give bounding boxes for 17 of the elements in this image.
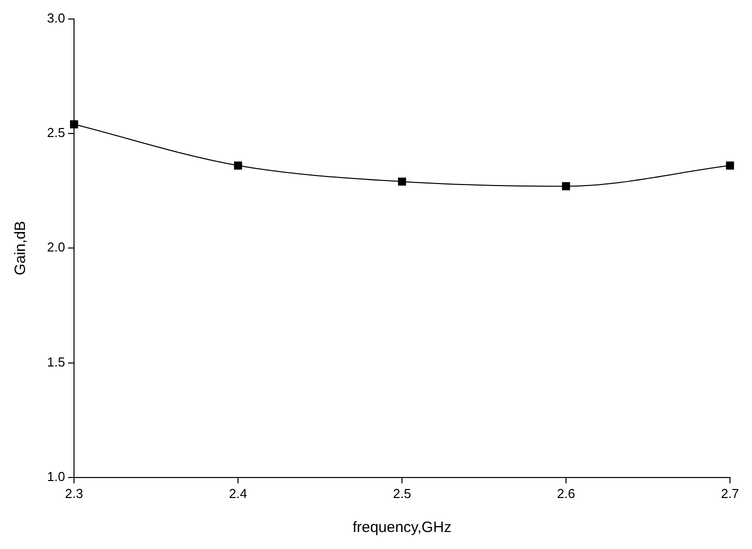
x-tick-label: 2.6 xyxy=(556,486,576,501)
x-tick-label: 2.5 xyxy=(392,486,412,501)
point xyxy=(70,120,78,128)
x-tick-label: 2.4 xyxy=(229,486,248,501)
point xyxy=(234,162,242,170)
point xyxy=(398,178,406,186)
y-tick-label: 2.0 xyxy=(46,240,66,255)
point xyxy=(726,162,734,170)
x-axis-title: frequency,GHz xyxy=(352,519,452,536)
y-axis-title: Gain,dB xyxy=(12,221,30,276)
y-tick-label: 1.0 xyxy=(46,468,66,484)
y-tick-label: 2.5 xyxy=(46,125,66,140)
x-tick-label: 2.3 xyxy=(65,486,84,501)
y-tick-label: 3.0 xyxy=(46,10,66,26)
x-tick-label: 2.7 xyxy=(720,486,740,501)
point xyxy=(562,182,570,190)
y-tick-label: 1.5 xyxy=(46,354,66,370)
